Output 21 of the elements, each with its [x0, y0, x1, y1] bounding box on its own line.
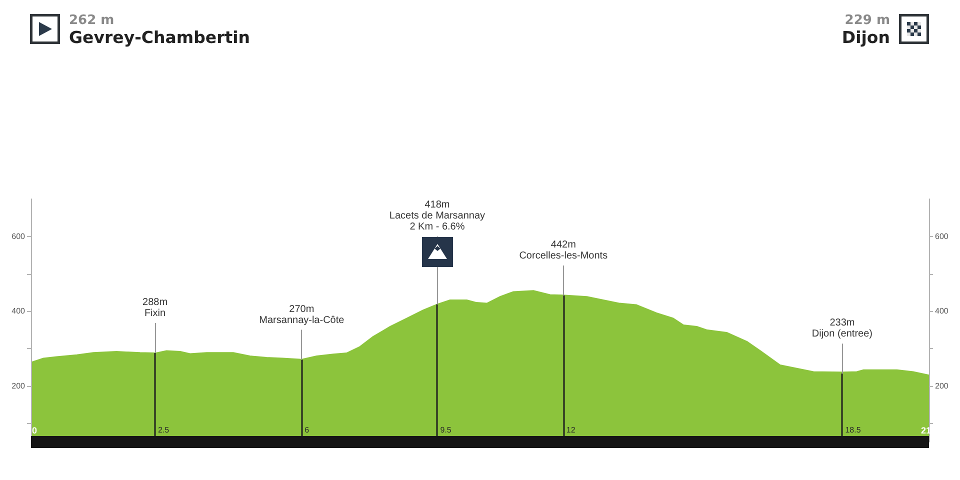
y-tick-label: 600: [12, 232, 26, 241]
annotation: 2.5: [158, 426, 170, 434]
text: 262 m: [69, 13, 114, 28]
y-tick-label: 200: [12, 381, 26, 390]
annotation: 288m Fixin: [142, 297, 168, 320]
annotation: 9.5: [440, 426, 452, 434]
annotation: 18.5: [845, 426, 862, 434]
annotation: 12: [566, 426, 576, 434]
x-tick-label: 0: [32, 426, 38, 436]
annotation: 418m Lacets de Marsannay 2 Km - 6.6%: [389, 199, 486, 232]
y-tick-label: 400: [12, 306, 26, 316]
y2-tick-label: 600: [935, 232, 949, 241]
annotation: 442m Corcelles-les-Monts: [519, 239, 608, 262]
annotation: 270m Marsannay-la-Côte: [259, 304, 345, 326]
y2-tick-label: 200: [935, 381, 949, 390]
text: 229 m: [844, 13, 890, 28]
y2-tick-label: 400: [935, 306, 949, 316]
annotation: 6: [304, 426, 310, 434]
text: Gevrey-Chambertin: [69, 28, 250, 48]
annotation: 233m Dijon (entree): [812, 318, 872, 340]
text: Dijon: [842, 28, 890, 48]
